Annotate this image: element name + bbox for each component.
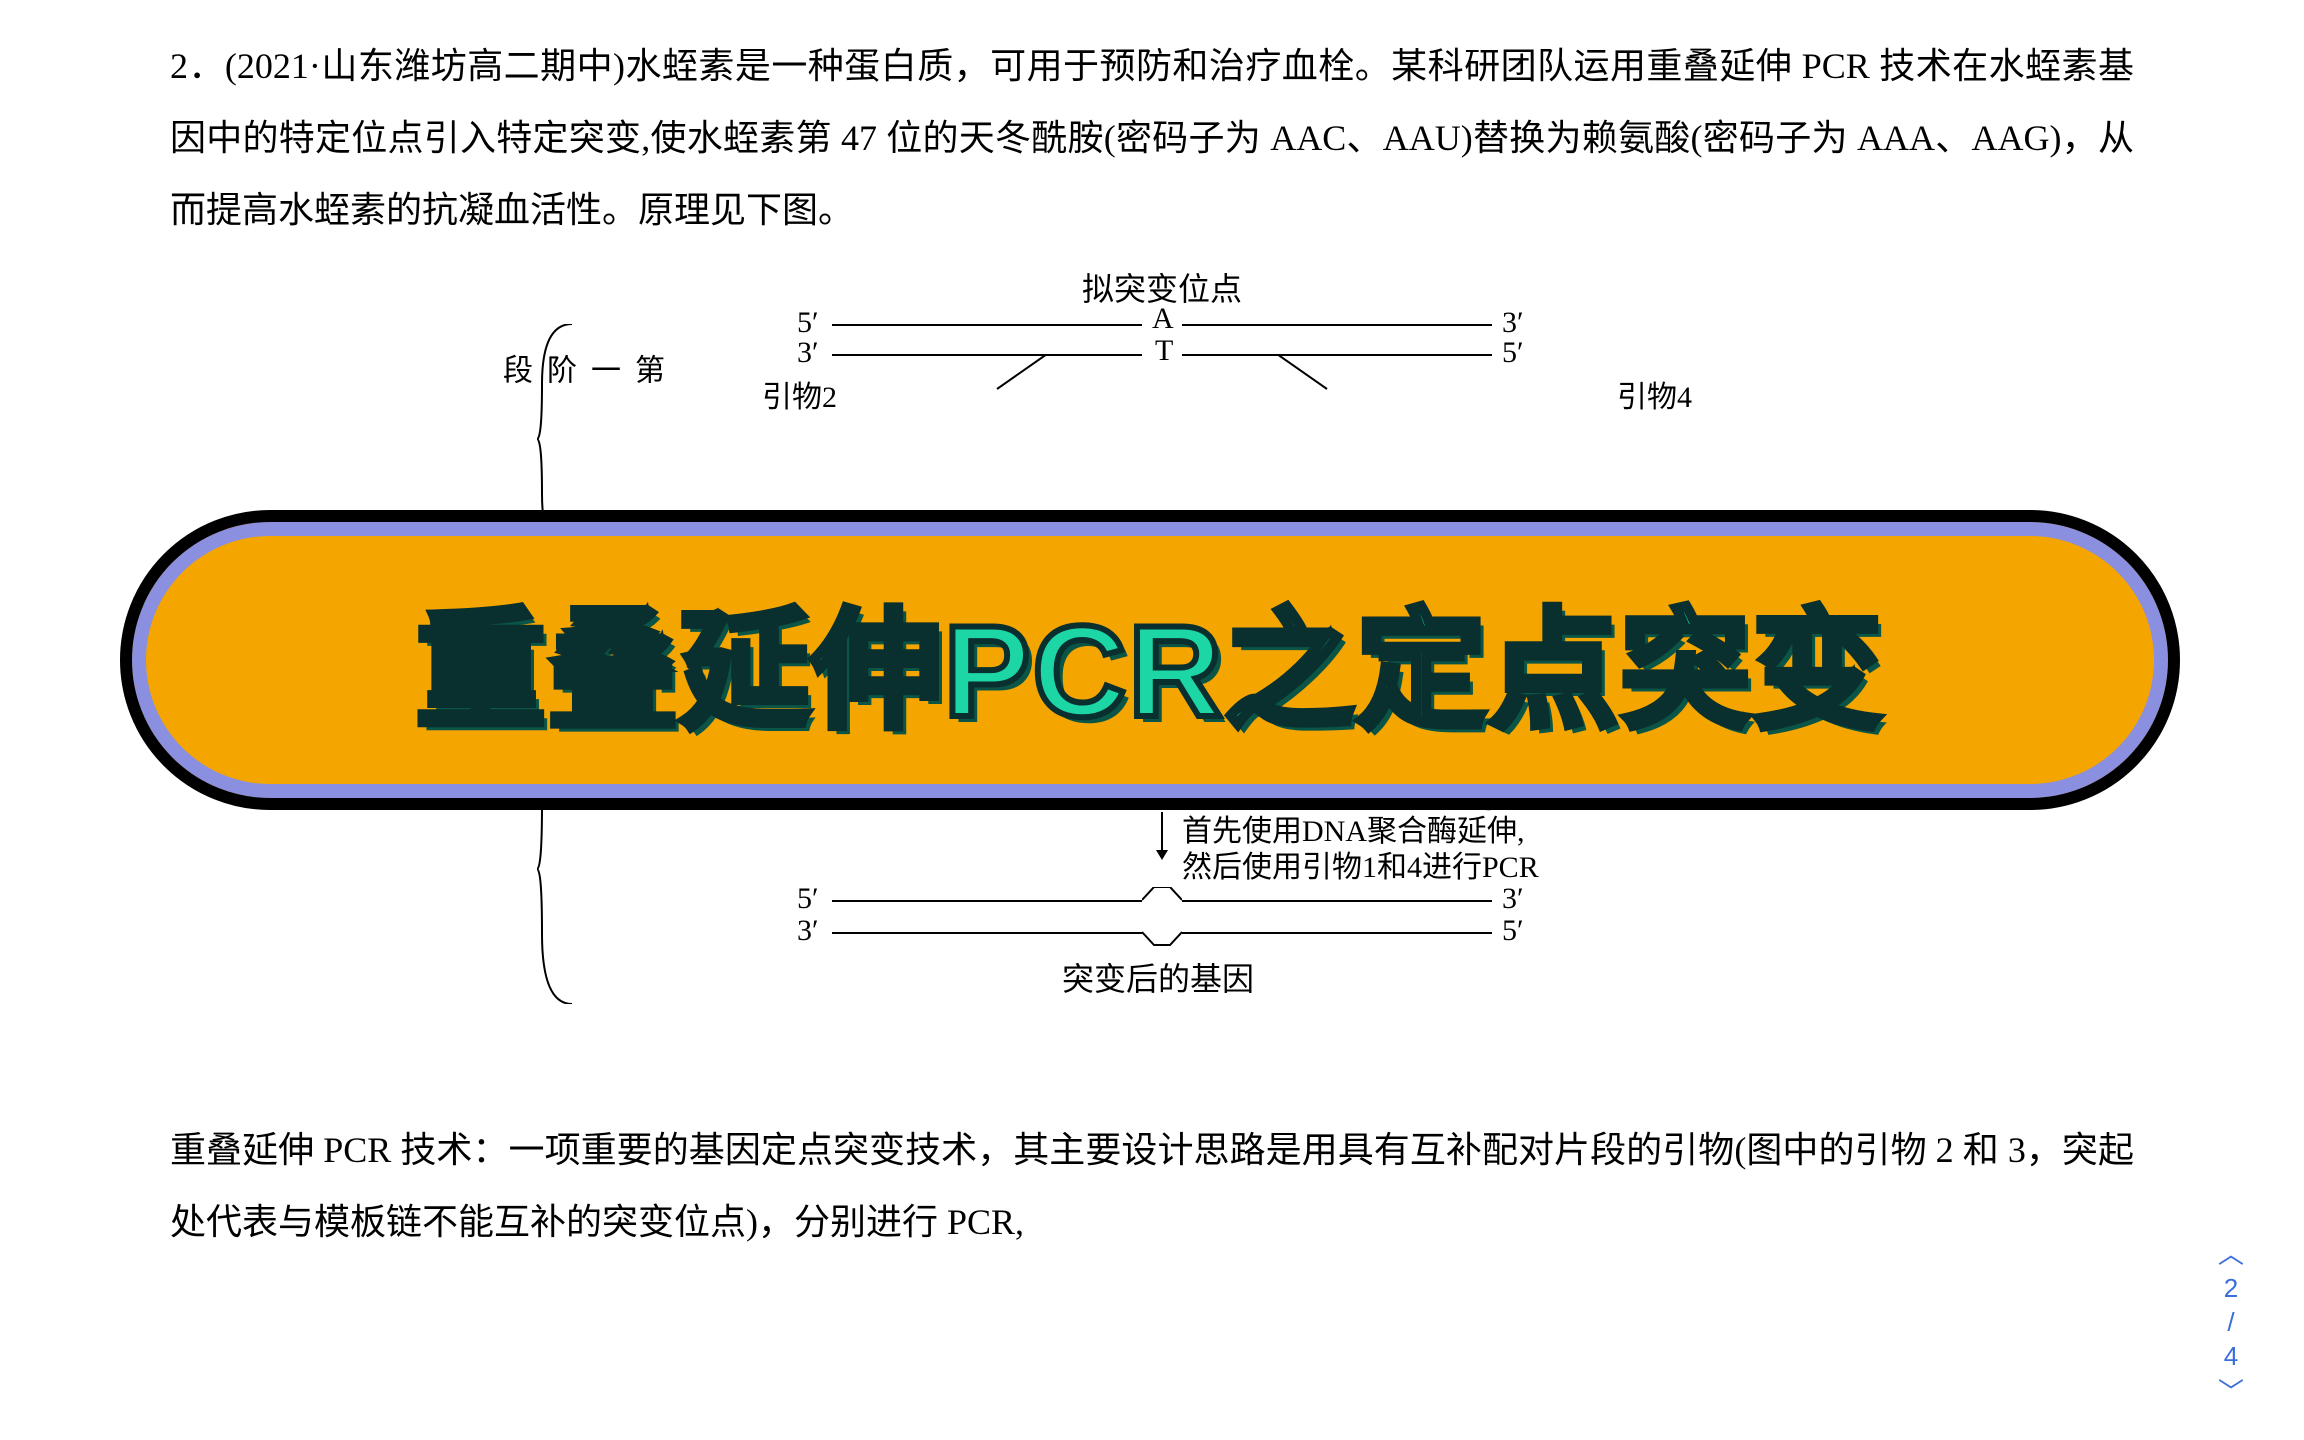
base-a: A — [1152, 302, 1174, 336]
page-total: 4 — [2218, 1340, 2244, 1374]
dna-line — [1182, 900, 1492, 902]
dna-line — [1182, 932, 1492, 934]
extend-label-2: 然后使用引物1和4进行PCR — [1182, 842, 1539, 886]
banner-text: 重叠延伸PCR之定点突变 — [416, 566, 1884, 754]
three-prime-f: 3′ — [1502, 882, 1524, 916]
dna-line — [832, 324, 1142, 326]
dna-line — [832, 354, 1142, 356]
page-slash: / — [2218, 1306, 2244, 1340]
dna-line — [832, 900, 1142, 902]
three-prime-1: 3′ — [1502, 306, 1524, 340]
bump-down-f — [1142, 930, 1182, 946]
page-up-arrow[interactable]: ︿ — [2218, 1236, 2244, 1272]
five-prime-2: 5′ — [1502, 336, 1524, 370]
page-down-arrow[interactable]: ﹀ — [2218, 1374, 2244, 1410]
tick-line — [992, 354, 1052, 394]
question-text-2: 重叠延伸 PCR 技术：一项重要的基因定点突变技术，其主要设计思路是用具有互补配… — [170, 1114, 2134, 1258]
five-prime-f: 5′ — [797, 882, 819, 916]
base-t: T — [1155, 334, 1173, 368]
tick-line — [1272, 354, 1332, 394]
stage-1-label: 第一阶段 — [492, 354, 668, 384]
page-current: 2 — [2218, 1272, 2244, 1306]
page-navigation: ︿ 2 / 4 ﹀ — [2218, 1236, 2244, 1410]
mutated-gene-label: 突变后的基因 — [1062, 954, 1254, 1000]
primer-4-label: 引物4 — [1617, 372, 1692, 416]
five-prime-1: 5′ — [797, 306, 819, 340]
dna-line — [832, 932, 1142, 934]
three-prime-2: 3′ — [797, 336, 819, 370]
dna-line — [1182, 354, 1492, 356]
question-text-1: 2．(2021·山东潍坊高二期中)水蛭素是一种蛋白质，可用于预防和治疗血栓。某科… — [170, 30, 2134, 246]
three-prime-f2: 3′ — [797, 914, 819, 948]
dna-line — [1182, 324, 1492, 326]
primer-2-label: 引物2 — [762, 372, 837, 416]
five-prime-f2: 5′ — [1502, 914, 1524, 948]
bump-up-f — [1142, 887, 1182, 903]
arrow-down-2 — [1152, 812, 1172, 862]
title-banner: 重叠延伸PCR之定点突变 — [120, 510, 2180, 810]
